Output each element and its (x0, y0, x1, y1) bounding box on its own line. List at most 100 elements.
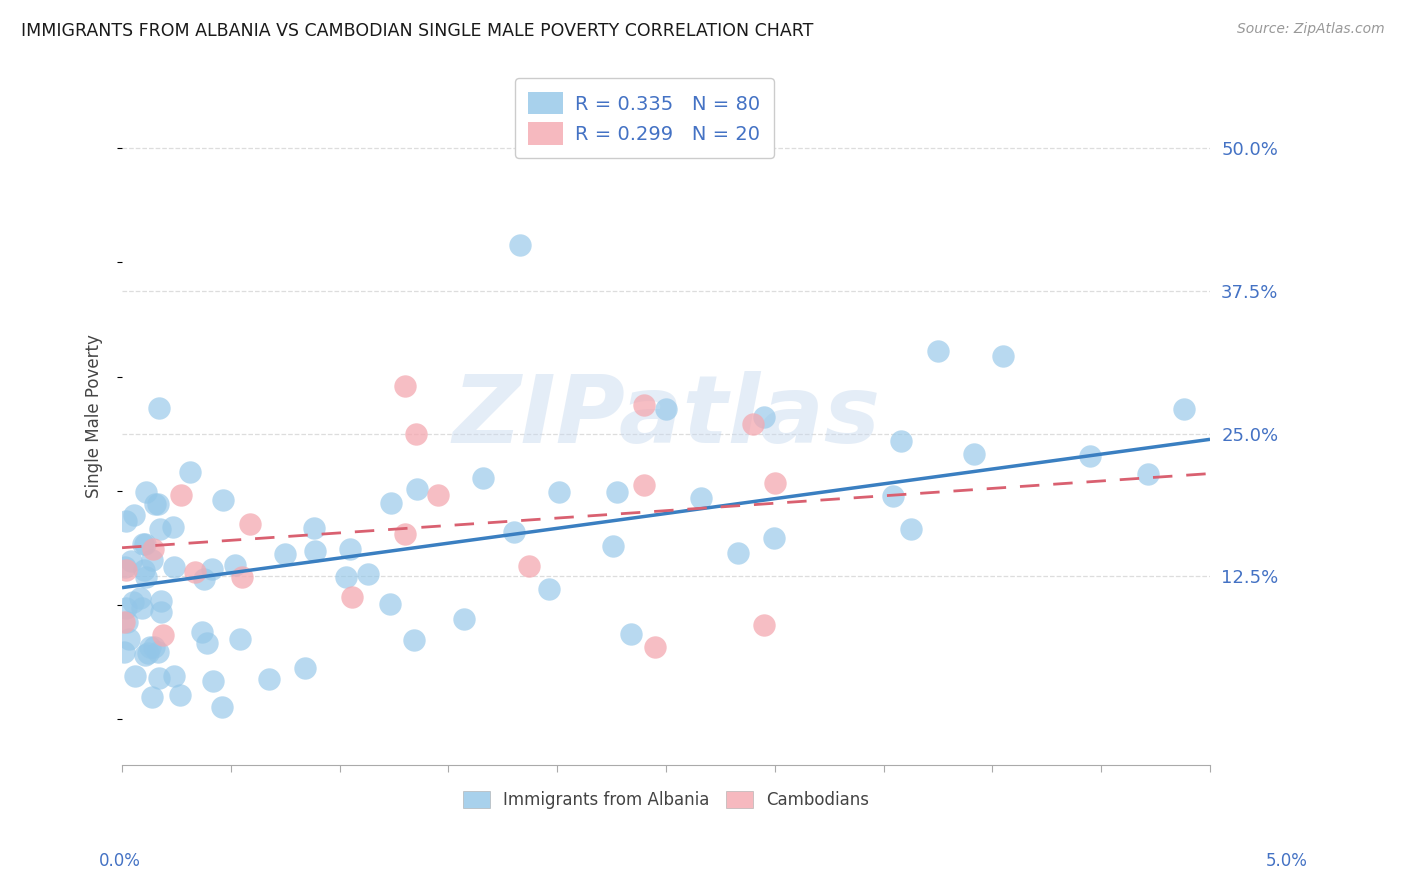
Point (146, 645, 169, 659)
Point (304, 544, 326, 558)
Point (131, 601, 153, 615)
Point (302, 521, 325, 535)
Point (882, 489, 904, 503)
Point (152, 628, 174, 642)
Point (963, 446, 986, 460)
Point (163, 559, 186, 574)
Point (195, 636, 218, 650)
Point (139, 640, 162, 655)
Point (191, 625, 214, 640)
Point (335, 570, 357, 584)
Point (115, 515, 138, 529)
Point (120, 554, 142, 568)
Point (121, 595, 143, 609)
Point (633, 398, 655, 412)
Point (115, 615, 138, 629)
Point (141, 690, 163, 704)
Point (135, 485, 157, 500)
Point (129, 591, 152, 605)
Point (134, 536, 156, 550)
Point (124, 669, 146, 683)
Point (890, 434, 912, 449)
Point (162, 519, 184, 533)
Y-axis label: Single Male Poverty: Single Male Poverty (86, 334, 103, 499)
Point (509, 238, 531, 252)
Point (690, 491, 713, 505)
Point (136, 646, 159, 660)
Point (148, 401, 170, 415)
Point (169, 688, 191, 702)
Text: 5.0%: 5.0% (1265, 852, 1308, 870)
Point (193, 573, 215, 587)
Point (201, 674, 224, 689)
Point (114, 559, 136, 574)
Point (179, 465, 201, 479)
Point (405, 426, 427, 441)
Point (339, 542, 361, 557)
Point (122, 508, 145, 522)
Point (149, 522, 172, 536)
Point (752, 618, 775, 632)
Point (183, 565, 205, 579)
Point (114, 645, 136, 659)
Point (1078, 449, 1101, 463)
Point (380, 496, 402, 510)
Point (380, 597, 402, 611)
Point (229, 632, 252, 646)
Point (148, 671, 170, 685)
Point (644, 640, 666, 654)
Point (162, 669, 184, 683)
Point (231, 569, 253, 583)
Point (517, 559, 540, 574)
Point (900, 522, 922, 536)
Point (633, 478, 655, 492)
Point (993, 349, 1015, 363)
Point (453, 613, 475, 627)
Point (201, 562, 224, 576)
Point (606, 484, 628, 499)
Text: IMMIGRANTS FROM ALBANIA VS CAMBODIAN SINGLE MALE POVERTY CORRELATION CHART: IMMIGRANTS FROM ALBANIA VS CAMBODIAN SIN… (21, 22, 814, 40)
Point (727, 546, 749, 560)
Point (135, 570, 157, 584)
Point (273, 547, 295, 561)
Point (132, 563, 155, 577)
Point (142, 640, 165, 654)
Point (752, 409, 775, 424)
Point (115, 600, 138, 615)
Point (212, 492, 235, 507)
Point (1136, 467, 1159, 481)
Point (134, 648, 156, 662)
Point (406, 483, 429, 497)
Point (112, 615, 135, 629)
Point (239, 516, 262, 531)
Text: 0.0%: 0.0% (98, 852, 141, 870)
Point (394, 527, 416, 541)
Point (342, 590, 364, 604)
Point (294, 661, 316, 675)
Point (257, 673, 280, 687)
Point (927, 344, 949, 359)
Point (149, 605, 172, 619)
Text: ZIPatlas: ZIPatlas (451, 370, 880, 463)
Point (742, 417, 765, 432)
Legend: Immigrants from Albania, Cambodians: Immigrants from Albania, Cambodians (457, 784, 876, 815)
Point (538, 582, 561, 596)
Point (619, 626, 641, 640)
Point (602, 539, 624, 553)
Point (1173, 401, 1195, 416)
Point (145, 497, 167, 511)
Point (118, 632, 141, 646)
Point (150, 594, 173, 608)
Point (170, 488, 193, 502)
Point (146, 497, 169, 511)
Point (394, 378, 416, 392)
Point (142, 542, 165, 557)
Point (404, 633, 426, 648)
Point (762, 531, 785, 545)
Point (224, 558, 246, 572)
Point (472, 470, 495, 484)
Point (211, 699, 233, 714)
Point (547, 484, 569, 499)
Text: Source: ZipAtlas.com: Source: ZipAtlas.com (1237, 22, 1385, 37)
Point (132, 536, 155, 550)
